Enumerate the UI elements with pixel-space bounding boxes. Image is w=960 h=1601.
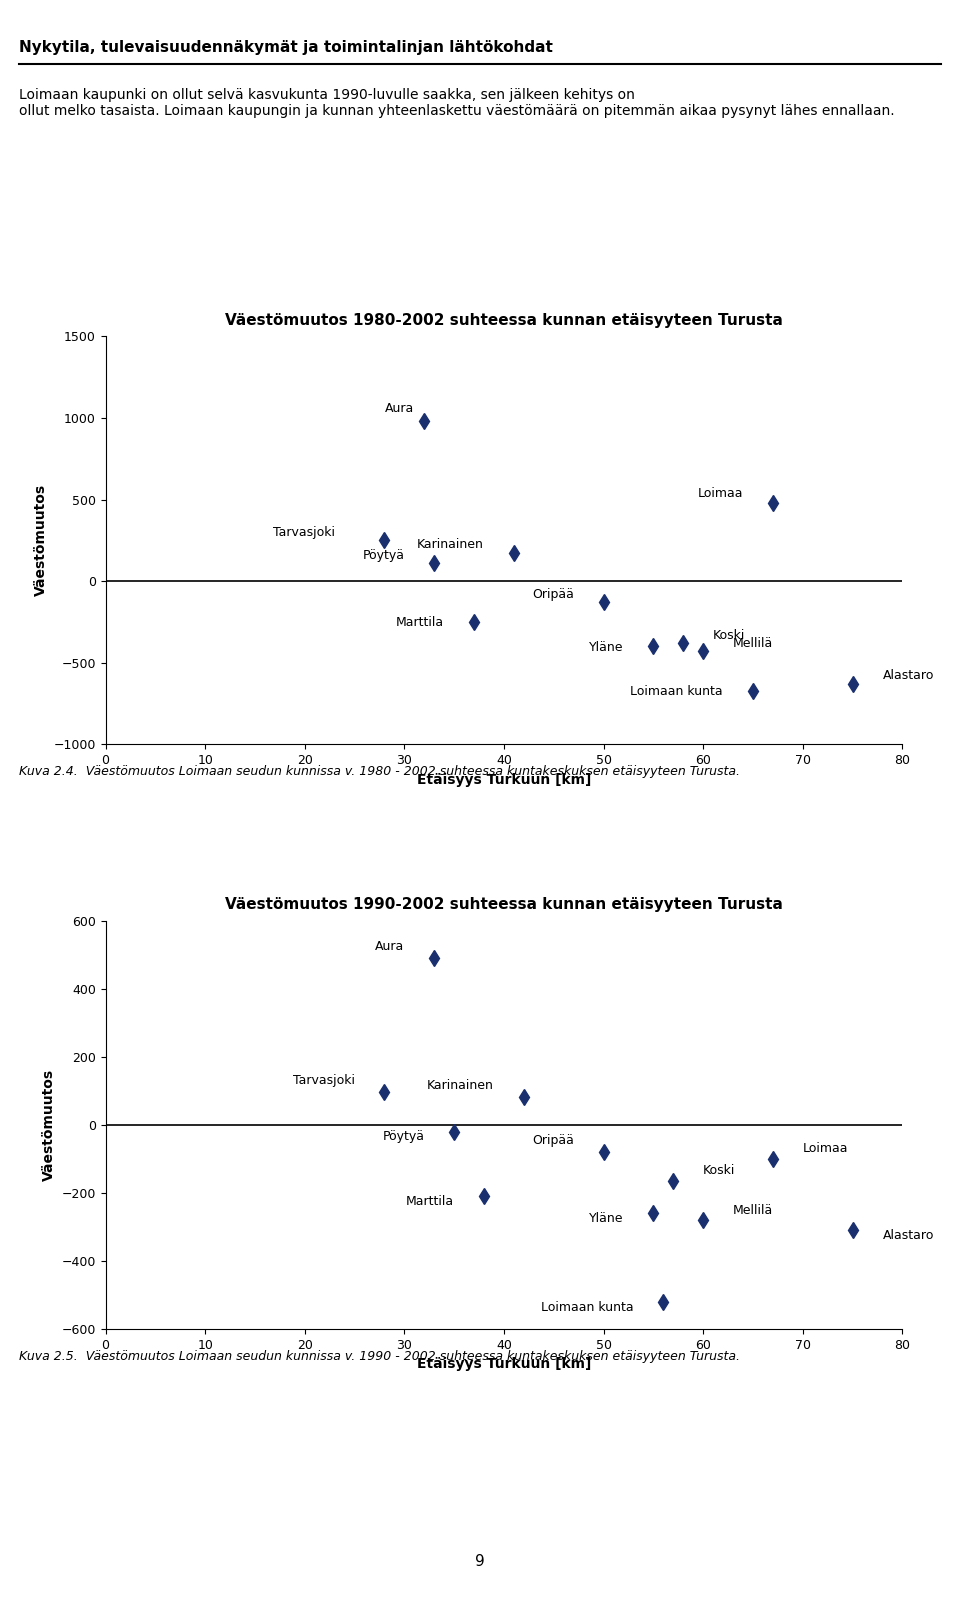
Text: Alastaro: Alastaro	[882, 669, 934, 682]
Text: Alastaro: Alastaro	[882, 1230, 934, 1242]
Text: Nykytila, tulevaisuudennäkymät ja toimintalinjan lähtökohdat: Nykytila, tulevaisuudennäkymät ja toimin…	[19, 40, 553, 54]
Text: Loimaan kaupunki on ollut selvä kasvukunta 1990-luvulle saakka, sen jälkeen kehi: Loimaan kaupunki on ollut selvä kasvukun…	[19, 88, 895, 118]
Text: Koski: Koski	[713, 629, 746, 642]
X-axis label: Etäisyys Turkuun [km]: Etäisyys Turkuun [km]	[417, 773, 591, 786]
Text: Oripää: Oripää	[532, 588, 574, 600]
Text: Aura: Aura	[385, 402, 415, 415]
Text: Mellilä: Mellilä	[733, 1204, 774, 1217]
X-axis label: Etäisyys Turkuun [km]: Etäisyys Turkuun [km]	[417, 1358, 591, 1370]
Text: 9: 9	[475, 1555, 485, 1569]
Text: Yläne: Yläne	[589, 640, 624, 653]
Text: Karinainen: Karinainen	[418, 538, 484, 551]
Text: Pöytyä: Pöytyä	[362, 549, 404, 562]
Y-axis label: Väestömuutos: Väestömuutos	[42, 1068, 56, 1182]
Text: Aura: Aura	[375, 940, 404, 953]
Text: Marttila: Marttila	[406, 1194, 454, 1209]
Text: Loimaa: Loimaa	[698, 487, 743, 501]
Text: Tarvasjoki: Tarvasjoki	[293, 1074, 354, 1087]
Text: Oripää: Oripää	[532, 1134, 574, 1146]
Text: Mellilä: Mellilä	[733, 637, 774, 650]
Text: Marttila: Marttila	[396, 616, 444, 629]
Text: Kuva 2.4.  Väestömuutos Loimaan seudun kunnissa v. 1980 - 2002 suhteessa kuntake: Kuva 2.4. Väestömuutos Loimaan seudun ku…	[19, 765, 740, 778]
Text: Pöytyä: Pöytyä	[382, 1130, 424, 1143]
Text: Tarvasjoki: Tarvasjoki	[273, 525, 335, 538]
Text: Koski: Koski	[703, 1164, 735, 1177]
Text: Yläne: Yläne	[589, 1212, 624, 1225]
Text: Loimaa: Loimaa	[803, 1143, 849, 1156]
Y-axis label: Väestömuutos: Väestömuutos	[34, 484, 48, 597]
Text: Loimaan kunta: Loimaan kunta	[540, 1300, 634, 1313]
Text: Karinainen: Karinainen	[427, 1079, 494, 1092]
Text: Loimaan kunta: Loimaan kunta	[631, 685, 723, 698]
Title: Väestömuutos 1980-2002 suhteessa kunnan etäisyyteen Turusta: Väestömuutos 1980-2002 suhteessa kunnan …	[225, 314, 783, 328]
Text: Kuva 2.5.  Väestömuutos Loimaan seudun kunnissa v. 1990 - 2002 suhteessa kuntake: Kuva 2.5. Väestömuutos Loimaan seudun ku…	[19, 1350, 740, 1362]
Title: Väestömuutos 1990-2002 suhteessa kunnan etäisyyteen Turusta: Väestömuutos 1990-2002 suhteessa kunnan …	[225, 898, 783, 913]
